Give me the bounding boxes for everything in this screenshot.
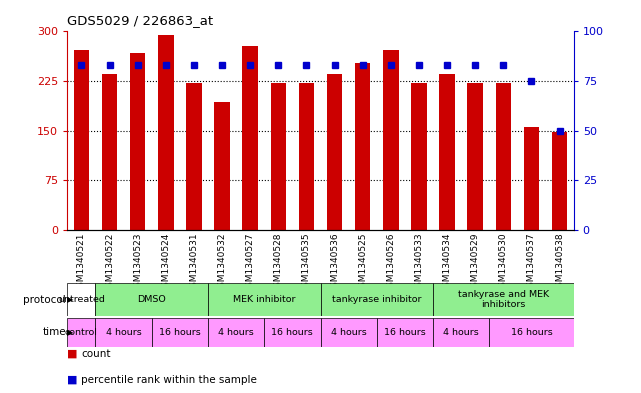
Bar bbox=[433, 283, 574, 316]
Text: time: time bbox=[42, 327, 66, 337]
Text: 16 hours: 16 hours bbox=[159, 328, 201, 337]
Text: GSM1340530: GSM1340530 bbox=[499, 232, 508, 293]
Text: GSM1340534: GSM1340534 bbox=[442, 232, 452, 293]
Bar bbox=[489, 318, 574, 347]
Bar bbox=[67, 283, 96, 316]
Text: GSM1340526: GSM1340526 bbox=[387, 232, 395, 293]
Text: 4 hours: 4 hours bbox=[106, 328, 142, 337]
Text: 4 hours: 4 hours bbox=[331, 328, 367, 337]
Bar bbox=[67, 318, 96, 347]
Text: 16 hours: 16 hours bbox=[272, 328, 313, 337]
Bar bbox=[158, 35, 174, 230]
Text: ▶: ▶ bbox=[67, 295, 73, 304]
Text: GSM1340523: GSM1340523 bbox=[133, 232, 142, 293]
Bar bbox=[552, 132, 567, 230]
Text: tankyrase inhibitor: tankyrase inhibitor bbox=[332, 295, 422, 304]
Bar bbox=[495, 83, 511, 230]
Text: GSM1340529: GSM1340529 bbox=[470, 232, 479, 293]
Text: GSM1340527: GSM1340527 bbox=[246, 232, 254, 293]
Text: GSM1340521: GSM1340521 bbox=[77, 232, 86, 293]
Text: GSM1340522: GSM1340522 bbox=[105, 232, 114, 293]
Text: GSM1340528: GSM1340528 bbox=[274, 232, 283, 293]
Bar bbox=[186, 83, 202, 230]
Bar bbox=[271, 83, 286, 230]
Bar bbox=[383, 50, 399, 230]
Bar bbox=[320, 283, 433, 316]
Text: GSM1340531: GSM1340531 bbox=[189, 232, 199, 293]
Bar bbox=[467, 83, 483, 230]
Text: ■: ■ bbox=[67, 375, 78, 384]
Text: 16 hours: 16 hours bbox=[384, 328, 426, 337]
Text: ■: ■ bbox=[67, 349, 78, 359]
Text: 4 hours: 4 hours bbox=[218, 328, 254, 337]
Bar bbox=[96, 318, 152, 347]
Bar bbox=[412, 83, 427, 230]
Text: GSM1340538: GSM1340538 bbox=[555, 232, 564, 293]
Text: GSM1340537: GSM1340537 bbox=[527, 232, 536, 293]
Bar bbox=[377, 318, 433, 347]
Bar bbox=[208, 318, 264, 347]
Text: 4 hours: 4 hours bbox=[444, 328, 479, 337]
Bar bbox=[439, 74, 455, 230]
Bar bbox=[355, 62, 370, 230]
Bar bbox=[327, 74, 342, 230]
Bar bbox=[433, 318, 489, 347]
Bar bbox=[96, 283, 208, 316]
Bar bbox=[242, 46, 258, 230]
Text: GSM1340536: GSM1340536 bbox=[330, 232, 339, 293]
Bar bbox=[102, 74, 117, 230]
Text: untreated: untreated bbox=[58, 295, 105, 304]
Text: count: count bbox=[81, 349, 111, 359]
Text: control: control bbox=[65, 328, 98, 337]
Bar bbox=[264, 318, 320, 347]
Text: percentile rank within the sample: percentile rank within the sample bbox=[81, 375, 257, 384]
Text: GSM1340535: GSM1340535 bbox=[302, 232, 311, 293]
Text: DMSO: DMSO bbox=[137, 295, 166, 304]
Bar bbox=[299, 83, 314, 230]
Text: GDS5029 / 226863_at: GDS5029 / 226863_at bbox=[67, 14, 213, 27]
Text: 16 hours: 16 hours bbox=[511, 328, 553, 337]
Text: MEK inhibitor: MEK inhibitor bbox=[233, 295, 296, 304]
Text: protocol: protocol bbox=[23, 295, 66, 305]
Text: tankyrase and MEK
inhibitors: tankyrase and MEK inhibitors bbox=[458, 290, 549, 309]
Bar bbox=[524, 127, 539, 230]
Text: GSM1340524: GSM1340524 bbox=[162, 232, 171, 293]
Bar bbox=[214, 102, 229, 230]
Text: ▶: ▶ bbox=[67, 328, 73, 337]
Bar bbox=[130, 53, 146, 230]
Text: GSM1340532: GSM1340532 bbox=[217, 232, 226, 293]
Bar bbox=[152, 318, 208, 347]
Text: GSM1340525: GSM1340525 bbox=[358, 232, 367, 293]
Text: GSM1340533: GSM1340533 bbox=[415, 232, 424, 293]
Bar bbox=[208, 283, 320, 316]
Bar bbox=[74, 50, 89, 230]
Bar bbox=[320, 318, 377, 347]
